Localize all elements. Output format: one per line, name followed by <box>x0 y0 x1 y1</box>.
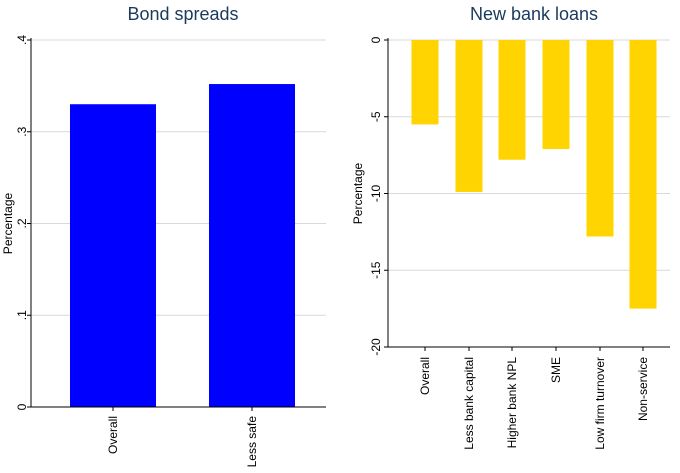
y-tick-label: -20 <box>369 338 383 356</box>
y-tick-label: -5 <box>369 111 383 122</box>
y-tick-label: 0 <box>369 36 383 43</box>
x-tick-label: SME <box>549 357 563 383</box>
bond-spreads-panel: 0 .1 .2 .3 .4 Overall Less safe Bond spreads Per… <box>1 4 326 467</box>
x-tick-label: Higher bank NPL <box>505 357 519 449</box>
x-tick-label: Overall <box>106 416 120 454</box>
bar <box>542 40 570 149</box>
bar <box>209 84 295 407</box>
chart-title: Bond spreads <box>127 4 238 24</box>
x-tick-label: Non-service <box>636 357 650 421</box>
x-tick-label: Overall <box>418 357 432 395</box>
y-tick-label: -15 <box>369 261 383 279</box>
x-tick-label: Low firm turnover <box>593 357 607 450</box>
bar <box>70 104 156 407</box>
y-tick-label: .2 <box>15 218 29 228</box>
bar <box>411 40 439 125</box>
y-tick-label: 0 <box>15 403 29 410</box>
y-tick-label: .1 <box>15 310 29 320</box>
new-bank-loans-panel: 0 -5 -10 -15 -20 Overall Less bank capital High… <box>351 4 670 450</box>
x-tick-label: Less bank capital <box>462 357 476 450</box>
bar <box>498 40 526 160</box>
chart-title: New bank loans <box>470 4 598 24</box>
bar <box>586 40 614 237</box>
y-tick-label: .3 <box>15 126 29 136</box>
bar <box>629 40 657 309</box>
bar <box>455 40 483 192</box>
y-tick-label: -10 <box>369 185 383 203</box>
y-tick-label: .4 <box>15 35 29 45</box>
x-tick-label: Less safe <box>245 416 259 468</box>
y-axis-label: Percentage <box>351 162 365 224</box>
y-axis-label: Percentage <box>1 192 15 254</box>
